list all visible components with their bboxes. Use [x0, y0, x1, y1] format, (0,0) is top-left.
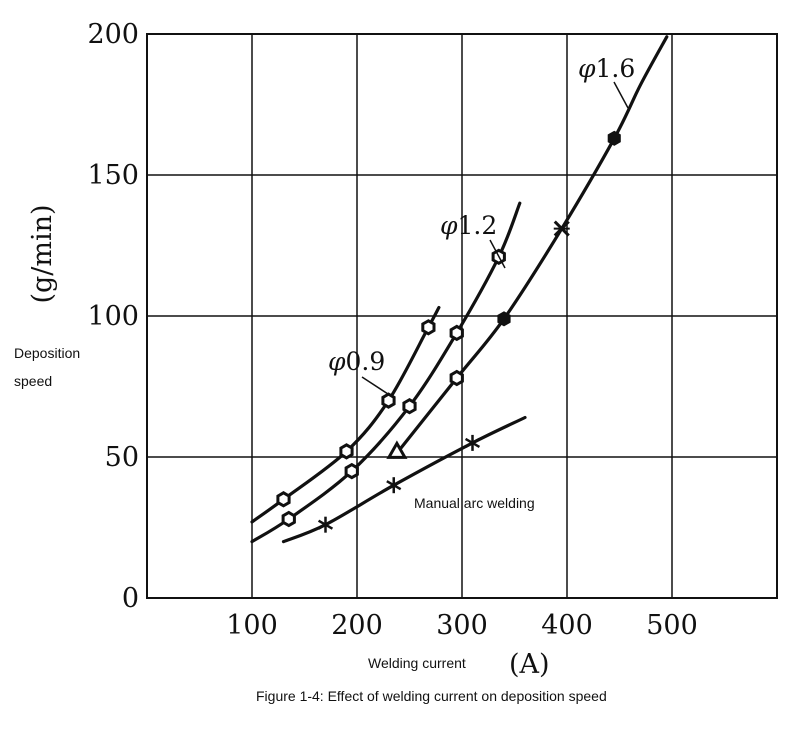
data-point-hexagon [449, 324, 464, 342]
data-point-star [317, 516, 334, 533]
data-point-hexagon [281, 510, 296, 528]
series-line-3 [281, 415, 527, 544]
x-axis-unit: (A) [509, 649, 550, 680]
leader-line-phi-1-2 [489, 239, 506, 269]
y-tick-label: 200 [87, 19, 139, 50]
figure-caption: Figure 1-4: Effect of welding current on… [256, 688, 607, 704]
leader-line-phi-0-9 [361, 376, 389, 395]
data-point-hexagon [449, 369, 464, 387]
data-point-filled [497, 311, 511, 327]
data-point-hexagon [381, 392, 396, 409]
series-group [250, 35, 669, 544]
series-label-manual-arc: Manual arc welding [414, 495, 535, 511]
data-point-hexagon [421, 319, 436, 336]
y-axis-title-line-1: Deposition [14, 345, 80, 361]
x-tick-label: 300 [436, 610, 488, 641]
series-line-2 [392, 35, 669, 459]
data-point-star [386, 477, 402, 494]
series-label-phi-0-9: φ0.9 [328, 347, 385, 376]
x-tick-label: 400 [541, 610, 593, 641]
data-point-triangle [386, 440, 408, 459]
marker-group [276, 130, 621, 533]
series-label-phi-1-6: φ1.6 [578, 54, 635, 83]
y-tick-label: 0 [122, 583, 139, 614]
data-point-hexagon [339, 443, 354, 460]
y-tick-label: 50 [105, 442, 139, 473]
x-tick-label: 500 [646, 610, 698, 641]
y-axis-title-line-2: speed [14, 373, 52, 389]
series-label-phi-1-2: φ1.2 [440, 211, 497, 240]
data-point-hexagon [276, 491, 291, 508]
y-axis-unit: (g/min) [27, 204, 58, 303]
x-tick-label: 100 [226, 610, 278, 641]
tick-labels: 100 200 300 400 500 0 50 100 150 200 [87, 19, 697, 641]
data-point-star [464, 434, 481, 451]
x-axis-title: Welding current [368, 655, 466, 671]
series-line-0 [250, 305, 441, 524]
leader-line-phi-1-6 [613, 81, 629, 109]
x-tick-label: 200 [331, 610, 383, 641]
data-point-hexagon [402, 397, 417, 415]
plot-frame [146, 33, 778, 599]
data-point-filled [607, 130, 621, 146]
data-point-hexagon [344, 462, 359, 480]
data-point-cross [553, 220, 570, 237]
y-tick-label: 150 [87, 160, 139, 191]
y-tick-label: 100 [87, 301, 139, 332]
grid [147, 34, 777, 598]
axes [146, 33, 778, 599]
